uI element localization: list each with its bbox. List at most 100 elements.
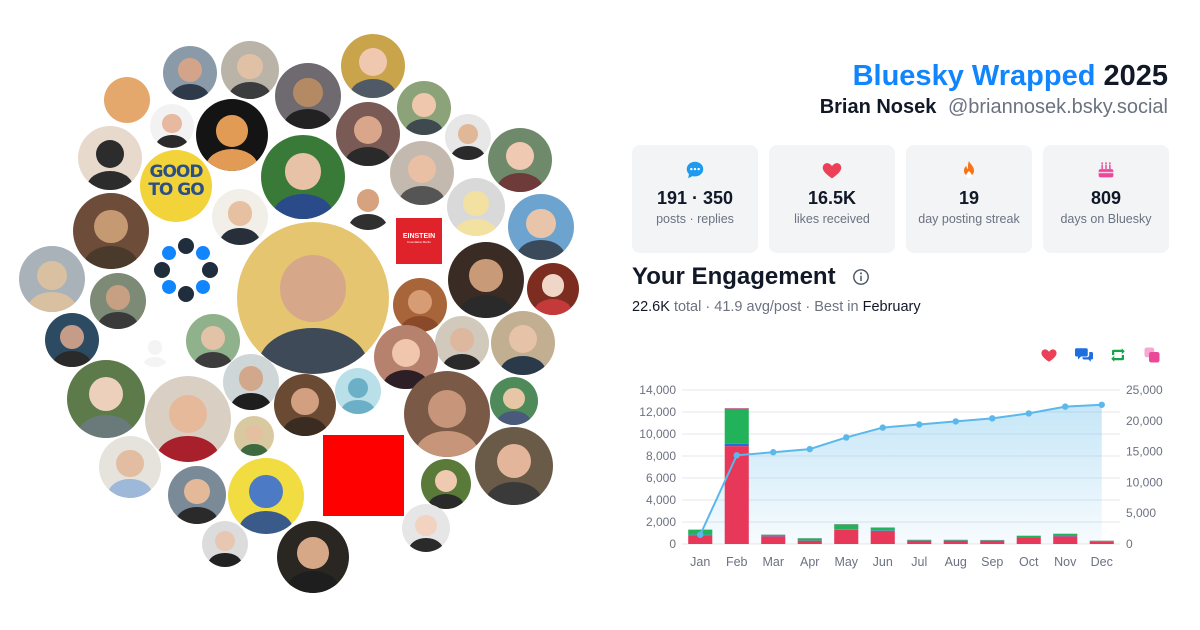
brand-name: Bluesky Wrapped <box>852 60 1096 92</box>
bar-segment <box>724 408 749 409</box>
bar-segment <box>761 534 786 536</box>
cumulative-point <box>916 421 923 428</box>
likes-label: likes received <box>794 212 870 226</box>
cumulative-point <box>1098 401 1105 408</box>
cumulative-point <box>1062 403 1069 410</box>
cumulative-area <box>700 404 1102 544</box>
cumulative-point <box>733 452 740 459</box>
avatar-photo <box>186 314 240 368</box>
book-cover-text: TO GO <box>148 179 204 200</box>
avatar-photo <box>145 376 231 462</box>
avatar-photo <box>274 374 336 436</box>
avatar-photo <box>488 128 552 192</box>
bar-segment <box>1016 535 1041 538</box>
avatar-photo <box>223 354 279 410</box>
bar-segment <box>943 540 968 544</box>
info-icon[interactable] <box>852 268 870 286</box>
x-tick-label: Jun <box>873 555 893 569</box>
bar-segment <box>943 539 968 541</box>
cumulative-point <box>989 415 996 422</box>
x-tick-label: May <box>834 555 858 569</box>
avatar-cloud: EINSTEIN Foundation Berlin GOOD TO GO <box>19 34 579 593</box>
engagement-total-word: total <box>673 299 702 315</box>
avatar-photo <box>435 316 489 370</box>
x-tick-label: Jan <box>690 555 710 569</box>
y-tick-label-right: 0 <box>1126 537 1133 551</box>
bar-segment <box>688 535 713 544</box>
avatar-photo <box>90 273 146 329</box>
user-handle: @briannosek.bsky.social <box>947 96 1168 118</box>
engagement-chart: 0 2,000 4,000 6,000 8,000 10,000 12,000 14,000 0… <box>639 383 1163 569</box>
avatar-photo <box>447 178 505 236</box>
bar-segment <box>980 540 1005 544</box>
bar-segment <box>1053 533 1078 536</box>
cumulative-point <box>770 449 777 456</box>
avatar-photo <box>491 311 555 375</box>
streak-label: day posting streak <box>918 212 1020 226</box>
stat-card-streak: 19 day posting streak <box>906 145 1032 253</box>
avatar-photo <box>342 178 394 230</box>
einstein-logo-text: EINSTEIN <box>402 233 436 240</box>
avatar-photo <box>445 114 491 160</box>
dotted-ring-logo-icon <box>154 238 218 302</box>
replies-toggle-bubbles-icon[interactable] <box>1074 346 1094 366</box>
x-tick-label: Sep <box>981 555 1003 569</box>
avatar-photo <box>336 102 400 166</box>
avatar-photo <box>163 46 217 100</box>
avatar-photo <box>234 416 274 456</box>
best-month-prefix: Best in <box>814 299 859 315</box>
avatar-photo <box>150 104 194 148</box>
x-tick-label: Dec <box>1091 555 1113 569</box>
y-tick-label-right: 25,000 <box>1126 383 1163 397</box>
bar-segment <box>870 527 895 531</box>
days-label: days on Bluesky <box>1060 212 1152 226</box>
avatar-photo <box>202 521 248 567</box>
avatar-photo <box>168 466 226 524</box>
book-cover-text: GOOD <box>149 162 204 182</box>
wrapped-header: Bluesky Wrapped 2025 Brian Nosek @briann… <box>820 58 1168 120</box>
bar-segment <box>724 446 749 544</box>
y-tick-label-left: 2,000 <box>646 515 676 529</box>
avatar-photo <box>390 141 454 205</box>
bar-segment <box>1053 536 1078 544</box>
y-tick-label-left: 10,000 <box>639 427 676 441</box>
avatar-photo <box>261 135 345 219</box>
bar-segment <box>907 539 932 541</box>
bar-segment <box>907 540 932 544</box>
avatar-photo <box>490 377 538 425</box>
y-tick-label-left: 4,000 <box>646 493 676 507</box>
y-tick-label-right: 10,000 <box>1126 475 1163 489</box>
y-tick-label-left: 8,000 <box>646 449 676 463</box>
book-cover-avatar: GOOD TO GO <box>140 150 212 222</box>
avatar-photo <box>78 126 142 190</box>
y-tick-label-left: 6,000 <box>646 471 676 485</box>
quotes-toggle-squares-icon[interactable] <box>1143 346 1163 366</box>
likes-toggle-heart-icon[interactable] <box>1040 346 1060 366</box>
y-tick-label-left: 12,000 <box>639 405 676 419</box>
bar-segment <box>797 538 822 541</box>
engagement-title: Your Engagement <box>632 263 836 290</box>
reposts-toggle-repost-icon[interactable] <box>1109 346 1129 366</box>
likes-value: 16.5K <box>807 188 857 208</box>
avatar-photo <box>404 371 490 457</box>
stat-card-days: 809 days on Bluesky <box>1043 145 1169 253</box>
avatar-photo <box>19 246 85 312</box>
y-tick-label-right: 5,000 <box>1126 506 1156 520</box>
bar-segment <box>834 529 859 544</box>
cumulative-point <box>952 418 959 425</box>
stats-row: 191 · 350 posts · replies 16.5K likes re… <box>632 145 1169 253</box>
bar-segment <box>1016 537 1041 544</box>
avatar-photo <box>508 194 574 260</box>
bar-segment <box>761 536 786 544</box>
avatar-photo <box>402 504 450 552</box>
best-month: February <box>862 299 921 315</box>
bar-segment <box>797 540 822 544</box>
birthday-cake-icon <box>1043 159 1169 181</box>
avatar-photo <box>335 368 381 414</box>
avatar-photo <box>212 189 268 245</box>
red-square-avatar <box>323 435 404 516</box>
avatar-photo <box>67 360 145 438</box>
y-tick-label-left: 0 <box>669 537 676 551</box>
x-tick-label: Mar <box>762 555 784 569</box>
avatar-photo <box>341 34 405 98</box>
